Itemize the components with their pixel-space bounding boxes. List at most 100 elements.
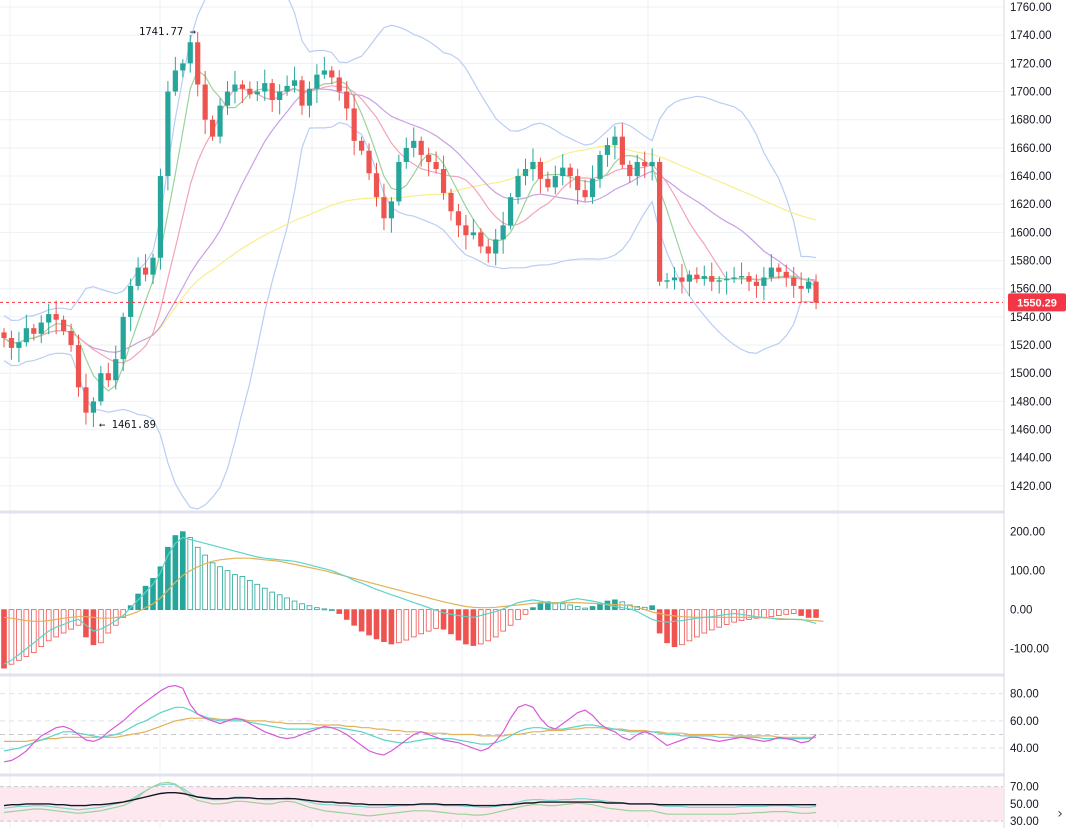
candle-body <box>440 169 447 193</box>
candle-body <box>545 178 551 188</box>
macd-dif-line <box>3 536 817 665</box>
candle <box>180 59 186 78</box>
candle <box>150 253 156 284</box>
low-annotation: ← 1461.89 <box>99 419 156 431</box>
candle-body <box>791 277 797 286</box>
macd-histogram-bar <box>783 609 790 615</box>
candle <box>98 365 104 406</box>
candle <box>299 76 305 115</box>
price-panel[interactable] <box>0 0 1003 510</box>
ma10-line <box>3 85 817 364</box>
candle-body <box>753 281 760 286</box>
macd-histogram-bar <box>477 609 484 645</box>
macd-histogram-bar <box>232 574 238 611</box>
candle <box>657 157 663 286</box>
candle-body <box>485 246 491 254</box>
scroll-right-icon[interactable]: › <box>1057 806 1063 822</box>
macd-histogram-bar <box>187 537 194 611</box>
macd-histogram-bar <box>776 609 782 616</box>
candle <box>277 84 283 115</box>
macd-histogram-bar <box>8 609 15 665</box>
kdj-panel[interactable] <box>0 781 1003 822</box>
candle-body <box>75 345 82 388</box>
price-tick-label: 1500.00 <box>1010 368 1052 380</box>
candle-body <box>98 373 104 402</box>
macd-histogram-bar <box>805 609 812 618</box>
macd-histogram-bar <box>165 546 171 611</box>
candle <box>619 123 625 170</box>
candle-body <box>798 285 804 289</box>
candle <box>724 271 730 295</box>
macd-histogram-bar <box>53 609 59 638</box>
candle <box>113 345 119 390</box>
candle <box>329 66 335 85</box>
macd-histogram-bar <box>142 585 149 611</box>
bollinger-lower-line <box>3 121 817 510</box>
macd-histogram-bar <box>671 609 678 648</box>
candle-body <box>642 161 648 167</box>
candle-body <box>679 277 685 282</box>
candle-body <box>776 267 782 272</box>
candle <box>321 56 327 79</box>
macd-histogram-bar <box>276 594 283 611</box>
candle <box>694 267 700 284</box>
macd-histogram-bar <box>664 609 670 644</box>
candle <box>664 272 670 289</box>
candle-body <box>694 274 700 279</box>
candle-body <box>761 277 767 286</box>
candle-body <box>522 169 529 177</box>
candle-body <box>686 274 692 282</box>
kdj-j-line <box>3 792 817 807</box>
macd-histogram-bar <box>679 609 685 646</box>
macd-histogram-bar <box>440 609 447 630</box>
price-tick-label: 1540.00 <box>1010 312 1052 324</box>
macd-histogram-bar <box>582 607 588 611</box>
macd-histogram-bar <box>567 604 573 611</box>
macd-panel[interactable] <box>1 531 824 669</box>
candle <box>128 278 134 332</box>
candle <box>359 136 365 155</box>
candle <box>709 262 715 291</box>
price-tick-label: 1680.00 <box>1010 115 1052 127</box>
candle-body <box>284 85 290 92</box>
macd-histogram-bar <box>217 566 223 611</box>
candle-body <box>165 91 171 177</box>
candle-body <box>634 161 640 177</box>
candle-body <box>508 197 514 226</box>
candle-body <box>336 77 342 92</box>
price-tick-label: 1620.00 <box>1010 199 1052 211</box>
high-annotation: 1741.77 → <box>139 26 196 38</box>
candle <box>768 254 774 282</box>
macd-histogram-bar <box>291 600 298 611</box>
candle-body <box>657 161 663 282</box>
candle-body <box>418 140 424 155</box>
candle-body <box>530 161 536 170</box>
candle-body <box>411 140 417 148</box>
macd-histogram-bar <box>515 609 521 620</box>
candle <box>463 214 469 250</box>
macd-histogram-bar <box>731 609 737 623</box>
macd-histogram-bar <box>470 609 477 646</box>
candle-body <box>142 267 149 275</box>
macd-histogram-bar <box>60 609 67 634</box>
candle-body <box>575 176 581 191</box>
candle <box>746 271 752 291</box>
candle-body <box>589 178 596 198</box>
candle <box>813 274 819 310</box>
candle <box>679 263 685 294</box>
candle-body <box>23 328 29 343</box>
bollinger-upper-line <box>3 0 817 322</box>
macd-histogram-bar <box>455 609 462 641</box>
candle <box>23 314 29 347</box>
candle <box>396 154 402 206</box>
candle-body <box>403 147 409 162</box>
macd-histogram-bar <box>708 609 715 631</box>
price-axis[interactable]: 1760.00 1740.00 1720.00 1700.00 1680.00 1660.… <box>1003 0 1070 828</box>
candle-body <box>38 322 44 334</box>
candle-body <box>433 161 439 170</box>
candle <box>515 168 521 204</box>
rsi-panel[interactable] <box>0 684 1003 763</box>
macd-histogram-bar <box>299 603 305 611</box>
candle <box>269 78 275 112</box>
